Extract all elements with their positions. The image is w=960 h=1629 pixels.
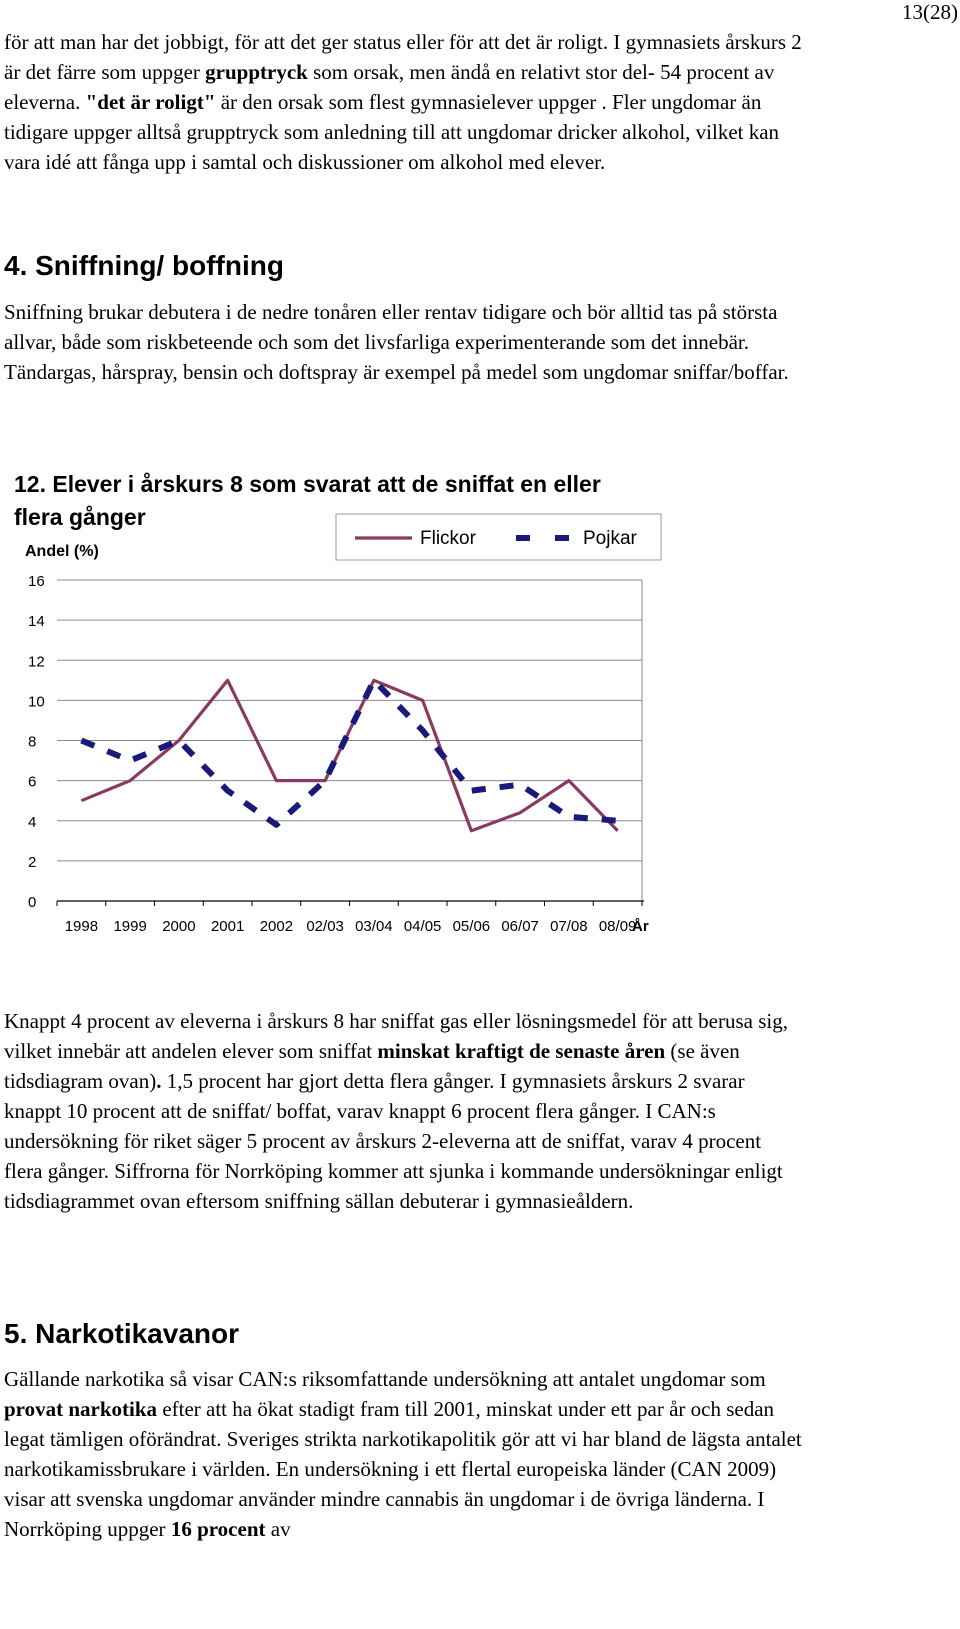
text-run: (se även tidsdiagram ovan) — [4, 1039, 740, 1093]
y-tick-label: 16 — [28, 573, 45, 590]
y-tick-label: 8 — [28, 734, 36, 751]
chart-series — [80, 677, 619, 833]
text-run: av — [265, 1517, 291, 1541]
text-run: efter att ha ökat stadigt fram till 2001… — [4, 1397, 802, 1541]
chart-legend: Flickor Pojkar — [335, 513, 662, 561]
x-tick-label: 2000 — [162, 918, 195, 935]
bold-text-run: minskat kraftigt de senaste åren — [377, 1039, 666, 1063]
bold-text-run: "det är roligt" — [85, 90, 216, 114]
x-tick-label: 02/03 — [306, 918, 344, 935]
chart-grid — [56, 579, 644, 906]
x-tick-label: 04/05 — [404, 918, 442, 935]
x-tick-label: 1999 — [113, 918, 146, 935]
x-tick-label: 1998 — [65, 918, 98, 935]
y-tick-label: 0 — [28, 894, 36, 911]
x-axis-label: År — [632, 918, 649, 935]
y-tick-label: 10 — [28, 693, 45, 710]
x-tick-label: 05/06 — [453, 918, 491, 935]
text-run: Knappt 4 procent av eleverna i årskurs 8… — [4, 1009, 788, 1063]
y-tick-labels: 0 2 4 6 8 10 12 14 16 — [28, 573, 45, 911]
legend-label-flickor: Flickor — [420, 528, 477, 549]
y-tick-label: 2 — [28, 854, 36, 871]
x-tick-label: 06/07 — [501, 918, 539, 935]
intro-paragraph: för att man har det jobbigt, för att det… — [4, 27, 804, 177]
y-tick-label: 12 — [28, 653, 45, 670]
x-tick-label: 08/09 — [599, 918, 637, 935]
post-chart-paragraph: Knappt 4 procent av eleverna i årskurs 8… — [4, 1006, 804, 1216]
y-tick-label: 14 — [28, 613, 45, 630]
text-run: för att man har det jobbigt, för att det… — [4, 30, 626, 54]
sniffing-line-chart: 0 2 4 6 8 10 12 14 16 1998 1999 2000 2001 2002 02/03 0… — [25, 513, 662, 935]
series-line-flickor — [80, 678, 619, 833]
x-tick-label: 07/08 — [550, 918, 588, 935]
text-run: som orsak, men ändå en relativt stor del… — [4, 60, 775, 114]
legend-label-pojkar: Pojkar — [583, 528, 638, 549]
text-run: Gällande narkotika så visar CAN:s riksom… — [4, 1367, 766, 1391]
bold-text-run: . — [156, 1069, 162, 1093]
bold-text-run: grupptryck — [205, 60, 308, 84]
page-number: 13(28) — [902, 0, 958, 24]
section-4-heading: 4. Sniffning/ boffning — [4, 250, 284, 281]
x-tick-label: 2002 — [260, 918, 293, 935]
text-run: är den orsak som flest gymnasielever upp… — [4, 90, 780, 174]
y-tick-label: 4 — [28, 814, 36, 831]
bold-text-run: 16 procent — [170, 1517, 266, 1541]
section-4-paragraph: Sniffning brukar debutera i de nedre ton… — [4, 300, 789, 384]
section-5-paragraph: Gällande narkotika så visar CAN:s riksom… — [4, 1364, 804, 1544]
section-5-heading: 5. Narkotikavanor — [4, 1318, 239, 1349]
x-tick-label: 03/04 — [355, 918, 393, 935]
x-tick-label: 2001 — [211, 918, 244, 935]
bold-text-run: provat narkotika — [4, 1397, 158, 1421]
y-tick-label: 6 — [28, 774, 36, 791]
series-line-pojkar — [80, 677, 618, 828]
x-tick-labels: 1998 1999 2000 2001 2002 02/03 03/04 04/05 05/06… — [65, 918, 637, 935]
y-axis-label: Andel (%) — [25, 543, 99, 560]
text-run: 1,5 procent har gjort detta flera gånger… — [4, 1069, 783, 1213]
text-run: gymnasiets årskurs 2 är det färre som up… — [4, 30, 802, 84]
chart-title: 12. Elever i årskurs 8 som svarat att de… — [14, 471, 601, 530]
